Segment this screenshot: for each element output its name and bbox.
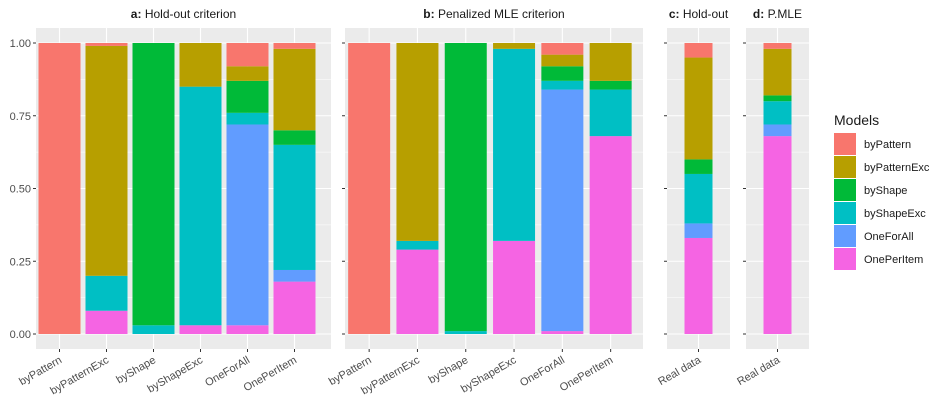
y-axis-labels: 0.00 0.25 0.50 0.75 1.00 <box>10 38 31 341</box>
bar-segment-byShape <box>763 95 792 102</box>
bar-segment-byPattern <box>763 43 792 49</box>
bar-segment-byPattern <box>541 43 584 55</box>
legend-key-byPatternExc <box>834 156 856 178</box>
bar-segment-byPatternExc <box>589 43 632 81</box>
bar-segment-byPatternExc <box>763 48 792 96</box>
panel-4: d: P.MLE Real data <box>735 7 809 388</box>
bar-segment-byPattern <box>684 43 713 58</box>
y-tick-label-2: 0.50 <box>10 184 31 196</box>
bar-segment-byShapeExc <box>541 80 584 90</box>
bar-segment-byShapeExc <box>132 325 175 334</box>
bar-segment-OnePerItem <box>179 325 222 334</box>
bar-segment-byPatternExc <box>85 45 128 276</box>
panel-2: b: Penalized MLE criterionbyPatternbyPat… <box>327 7 643 397</box>
bar-segment-byPattern <box>85 43 128 46</box>
bar-segment-byShapeExc <box>589 89 632 137</box>
bar-segment-OneForAll <box>763 124 792 137</box>
bar-segment-byPattern <box>38 43 81 334</box>
panel-title: a: Hold-out criterion <box>131 7 236 21</box>
panel-title-label: d: <box>753 7 768 21</box>
bar-segment-OneForAll <box>226 124 269 326</box>
panel-title-label: a: <box>131 7 145 21</box>
bar-segment-byShape <box>444 43 487 332</box>
legend-key-byShapeExc <box>834 202 856 224</box>
bar-segment-byShapeExc <box>226 112 269 125</box>
bar-segment-byShape <box>684 159 713 174</box>
bar-segment-byShapeExc <box>493 48 536 241</box>
y-tick-label-4: 1.00 <box>10 38 31 50</box>
bar-segment-byShapeExc <box>179 86 222 326</box>
y-tick-label-0: 0.00 <box>10 329 31 341</box>
bar-segment-byPatternExc <box>273 48 316 131</box>
legend-key-OnePerItem <box>834 248 856 270</box>
bar-segment-OnePerItem <box>763 136 792 334</box>
y-tick-label-3: 0.75 <box>10 111 31 123</box>
bar-segment-OneForAll <box>273 269 316 282</box>
bar-segment-byPattern <box>226 43 269 67</box>
panel-title: d: P.MLE <box>753 7 802 21</box>
bar-segment-byShapeExc <box>684 173 713 224</box>
bar-segment-OnePerItem <box>541 331 584 334</box>
bar-segment-byShape <box>589 80 632 90</box>
legend-key-byShape <box>834 179 856 201</box>
bars <box>348 43 632 334</box>
legend-title: Models <box>834 112 879 128</box>
x-tick-label: byShapeExc <box>459 354 519 396</box>
bar-segment-byPattern <box>348 43 391 334</box>
legend-label-byShape: byShape <box>864 185 907 197</box>
bar-segment-byShapeExc <box>396 240 439 250</box>
bar-segment-byShapeExc <box>763 101 792 125</box>
bar-segment-OnePerItem <box>226 325 269 334</box>
panel-title: b: Penalized MLE criterion <box>423 7 564 21</box>
panel-1: a: Hold-out criterionbyPatternbyPatternE… <box>17 7 331 397</box>
panel-title-text: Penalized MLE criterion <box>438 7 565 21</box>
bar-segment-byShape <box>132 43 175 326</box>
x-tick-label: OnePerItem <box>558 354 615 394</box>
panel-3: c: Hold-out Real data <box>656 7 730 388</box>
bar-segment-byPatternExc <box>179 43 222 87</box>
bar-segment-byPatternExc <box>493 43 536 49</box>
x-tick-label: OnePerItem <box>242 354 299 394</box>
bar-segment-byShapeExc <box>444 331 487 334</box>
bar-segment-OnePerItem <box>85 310 128 334</box>
bar-segment-byPattern <box>273 43 316 49</box>
panel-title-text: Hold-out <box>683 7 729 21</box>
bar-segment-byShapeExc <box>85 275 128 311</box>
panel-title-label: b: <box>423 7 438 21</box>
bar-segment-OnePerItem <box>684 237 713 334</box>
legend-label-byShapeExc: byShapeExc <box>864 208 926 220</box>
bar-segment-OnePerItem <box>396 249 439 334</box>
legend-key-byPattern <box>834 133 856 155</box>
bar-segment-byShapeExc <box>273 144 316 270</box>
bar-segment-byShape <box>273 130 316 145</box>
bars <box>763 43 792 334</box>
legend-label-byPattern: byPattern <box>864 139 911 151</box>
panel-title: c: Hold-out <box>669 7 729 21</box>
bar-segment-OnePerItem <box>493 240 536 334</box>
bar-segment-byShape <box>541 66 584 81</box>
x-tick-label: Real data <box>735 354 783 388</box>
legend-label-OneForAll: OneForAll <box>864 231 914 243</box>
legend-key-OneForAll <box>834 225 856 247</box>
bar-segment-byPatternExc <box>226 66 269 81</box>
bar-segment-OnePerItem <box>589 136 632 334</box>
bars <box>38 43 316 334</box>
bar-segment-OneForAll <box>684 223 713 238</box>
panel-title-text: P.MLE <box>768 7 802 21</box>
panel-title-label: c: <box>669 7 683 21</box>
bar-segment-byPatternExc <box>684 57 713 160</box>
legend-label-byPatternExc: byPatternExc <box>864 162 930 174</box>
x-tick-label: Real data <box>656 354 704 388</box>
bar-segment-byShape <box>226 80 269 113</box>
panel-title-text: Hold-out criterion <box>145 7 236 21</box>
bar-segment-OnePerItem <box>273 281 316 334</box>
bars <box>684 43 713 334</box>
legend: Models byPattern byPatternExc byShape byShap… <box>834 112 930 270</box>
bar-segment-OneForAll <box>541 89 584 332</box>
y-tick-label-1: 0.25 <box>10 256 31 268</box>
legend-label-OnePerItem: OnePerItem <box>864 254 923 266</box>
bar-segment-byPatternExc <box>541 54 584 67</box>
bar-segment-byPatternExc <box>396 43 439 241</box>
